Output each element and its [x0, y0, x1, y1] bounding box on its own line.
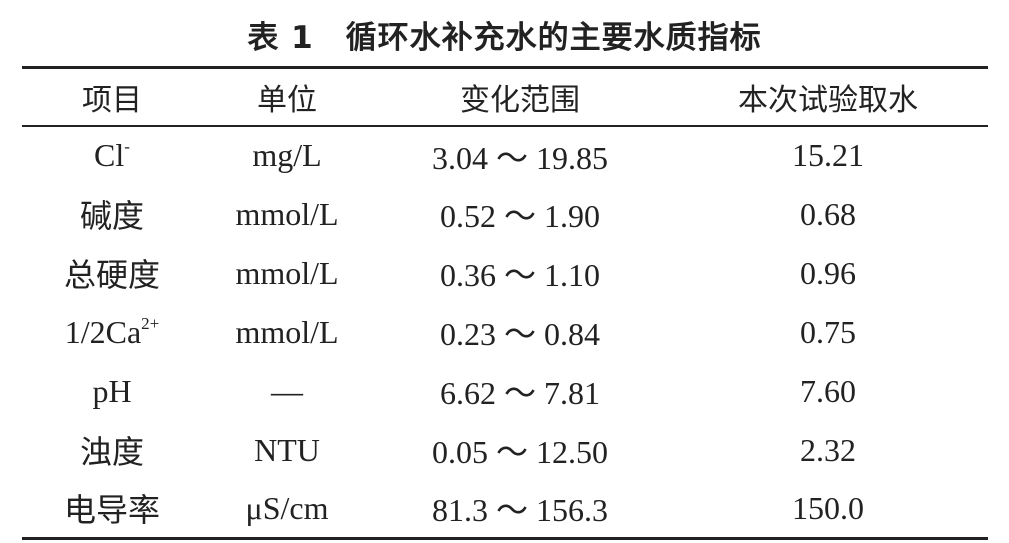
table-cell: 81.3 ～ 156.3	[431, 492, 608, 529]
header-cell: 变化范围	[460, 82, 580, 118]
table-row: 碱度 mmol/L 0.52 ～ 1.90 0.68	[22, 185, 988, 244]
table-cell: 浊度	[79, 434, 144, 470]
table-cell: 0.52 ～ 1.90	[439, 198, 600, 234]
table-header: 项目 单位 变化范围 本次试验取水	[22, 67, 988, 126]
table-row: 浊度 NTU 0.05 ～ 12.50 2.32	[22, 421, 988, 480]
table-cell: 总硬度	[63, 257, 160, 293]
table-cell: 7.60	[800, 372, 856, 409]
table-row: Cl-mg/L 3.04 ～ 19.85 15.21	[22, 126, 988, 185]
table-row: 总硬度 mmol/L 0.36 ～ 1.10 0.96	[22, 244, 988, 303]
table-cell: mmol/L	[235, 313, 339, 350]
table-cell: Cl-	[22, 126, 202, 185]
cell-text: 1/2Ca	[64, 313, 142, 350]
header-cell: 项目	[82, 82, 142, 118]
table-row: pH — 6.62 ～ 7.81 7.60	[22, 362, 988, 421]
table-cell: 6.62 ～ 7.81	[439, 375, 600, 411]
table-cell: 电导率	[63, 492, 160, 529]
table-cell: 0.36 ～ 1.10	[439, 257, 600, 293]
table-cell: pH	[92, 372, 132, 409]
superscript: 2+	[141, 313, 160, 333]
table-cell: μS/cm	[245, 489, 329, 526]
table-cell: 0.23 ～ 0.84	[439, 316, 600, 352]
table-row: 电导率 μS/cm 81.3 ～ 156.3 150.0	[22, 480, 988, 539]
table-cell: —	[271, 372, 303, 409]
table-cell: 150.0	[792, 489, 864, 526]
table-cell: 0.05 ～ 12.50	[431, 434, 608, 470]
table-body: Cl-mg/L 3.04 ～ 19.85 15.21 碱度 mmol/L 0.52 ～ 1…	[22, 126, 988, 539]
table-title: 表 1 循环水补充水的主要水质指标	[247, 20, 762, 56]
table-cell: mmol/L	[235, 195, 339, 232]
header-cell: 单位	[257, 82, 317, 118]
table-cell: 1/2Ca2+	[22, 303, 202, 362]
table-cell: 3.04 ～ 19.85	[431, 139, 608, 176]
table-cell: mg/L	[252, 137, 322, 173]
header-row: 项目 单位 变化范围 本次试验取水	[22, 67, 988, 126]
header-cell: 本次试验取水	[738, 82, 918, 118]
table-cell: 0.75	[800, 313, 856, 350]
table-cell: 2.32	[800, 431, 856, 468]
table-cell: 0.68	[800, 195, 856, 232]
table-cell: mmol/L	[235, 254, 339, 291]
superscript: -	[124, 137, 130, 156]
table-cell: 0.96	[800, 254, 856, 291]
data-table: 项目 单位 变化范围 本次试验取水 Cl-mg/L 3.04 ～ 19.85 15.21 碱…	[22, 66, 988, 540]
table-cell: 碱度	[79, 198, 144, 234]
table-row: 1/2Ca2+ mmol/L 0.23 ～ 0.84 0.75	[22, 303, 988, 362]
cell-text: Cl	[94, 137, 125, 173]
table-cell: NTU	[254, 431, 320, 468]
table-cell: 15.21	[792, 137, 864, 173]
